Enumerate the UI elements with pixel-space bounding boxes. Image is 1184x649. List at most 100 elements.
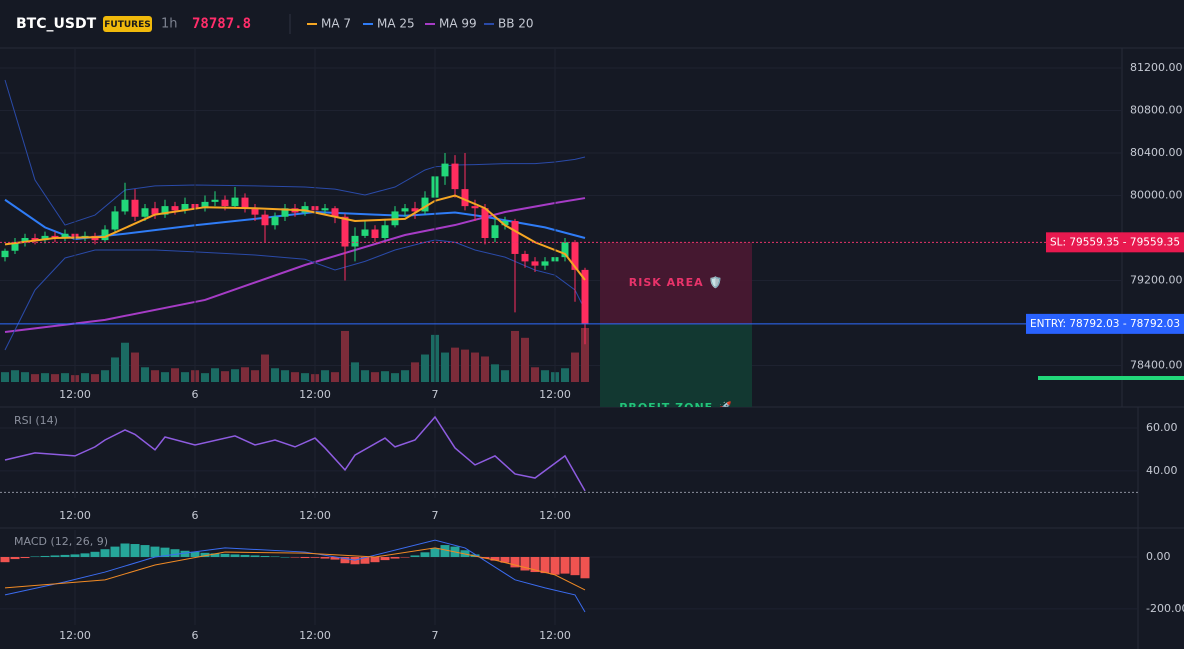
y-tick-label: -200.00 bbox=[1146, 602, 1184, 615]
macd-histogram bbox=[270, 556, 280, 557]
candle-body bbox=[121, 199, 129, 212]
x-tick-label: 7 bbox=[432, 388, 439, 401]
volume-bar bbox=[531, 367, 539, 382]
volume-bar bbox=[171, 368, 179, 382]
candle-body bbox=[201, 201, 209, 209]
macd-histogram bbox=[280, 556, 290, 558]
legend-label: MA 25 bbox=[377, 17, 415, 31]
macd-histogram bbox=[20, 556, 30, 559]
y-tick-label: 0.00 bbox=[1146, 550, 1171, 563]
macd-histogram bbox=[100, 549, 110, 557]
candle-body bbox=[581, 269, 589, 325]
candle-body bbox=[171, 206, 179, 211]
candle-body bbox=[151, 208, 159, 215]
legend-label: MA 99 bbox=[439, 17, 477, 31]
candle-body bbox=[461, 189, 469, 207]
volume-bar bbox=[91, 374, 99, 382]
macd-histogram bbox=[320, 556, 330, 559]
volume-bar bbox=[321, 370, 329, 382]
candle-body bbox=[531, 261, 539, 266]
candle-body bbox=[541, 261, 549, 266]
macd-histogram bbox=[190, 551, 200, 557]
candle-body bbox=[231, 197, 239, 207]
macd-histogram bbox=[440, 545, 450, 557]
macd-histogram bbox=[10, 556, 20, 560]
x-tick-label: 12:00 bbox=[59, 388, 91, 401]
y-tick-label: 80800.00 bbox=[1130, 103, 1183, 116]
candle-body bbox=[481, 208, 489, 239]
x-tick-label: 12:00 bbox=[299, 509, 331, 522]
risk-area bbox=[600, 242, 752, 324]
volume-bar bbox=[151, 370, 159, 382]
pane-title: RSI (14) bbox=[14, 414, 58, 427]
candle-body bbox=[491, 225, 499, 239]
macd-histogram bbox=[70, 554, 80, 557]
volume-bar bbox=[561, 368, 569, 382]
candle-body bbox=[51, 235, 59, 239]
volume-bar bbox=[11, 370, 19, 382]
volume-bar bbox=[1, 372, 9, 382]
volume-bar bbox=[391, 373, 399, 382]
macd-histogram bbox=[500, 556, 510, 563]
macd-histogram bbox=[540, 556, 550, 574]
profit-label: PROFIT ZONE 🚀 bbox=[619, 401, 732, 414]
volume-bar bbox=[491, 364, 499, 382]
macd-histogram bbox=[310, 556, 320, 558]
macd-histogram bbox=[530, 556, 540, 573]
candle-body bbox=[351, 235, 359, 247]
y-tick-label: 80000.00 bbox=[1130, 188, 1183, 201]
volume-bar bbox=[511, 330, 519, 382]
rsi-line bbox=[4, 415, 586, 492]
x-tick-label: 12:00 bbox=[299, 388, 331, 401]
macd-histogram bbox=[330, 556, 340, 560]
volume-bar bbox=[141, 367, 149, 382]
volume-bar bbox=[521, 337, 529, 382]
volume-bar bbox=[581, 328, 589, 382]
macd-histogram bbox=[410, 555, 420, 557]
macd-histogram bbox=[580, 556, 590, 579]
volume-bar bbox=[381, 371, 389, 382]
macd-histogram bbox=[150, 546, 160, 557]
volume-bar bbox=[251, 370, 259, 382]
symbol[interactable]: BTC_USDT bbox=[16, 16, 97, 32]
macd-histogram bbox=[520, 556, 530, 571]
x-tick-label: 12:00 bbox=[299, 629, 331, 642]
macd-histogram bbox=[40, 555, 50, 557]
candle-body bbox=[511, 221, 519, 254]
candle-body bbox=[561, 242, 569, 258]
interval[interactable]: 1h bbox=[161, 17, 178, 32]
x-tick-label: 12:00 bbox=[539, 388, 571, 401]
macd-line bbox=[4, 547, 586, 591]
macd-histogram bbox=[550, 556, 560, 575]
volume-bar bbox=[131, 352, 139, 382]
volume-bar bbox=[221, 371, 229, 382]
legend-label: BB 20 bbox=[498, 17, 534, 31]
y-tick-label: 78400.00 bbox=[1130, 359, 1183, 372]
candle-body bbox=[441, 163, 449, 177]
sl-label: SL: 79559.35 - 79559.35 bbox=[1050, 236, 1180, 248]
candle-body bbox=[21, 238, 29, 243]
y-tick-label: 79200.00 bbox=[1130, 274, 1183, 287]
x-tick-label: 6 bbox=[192, 388, 199, 401]
macd-histogram bbox=[160, 547, 170, 557]
volume-bar bbox=[31, 374, 39, 382]
macd-histogram bbox=[50, 555, 60, 557]
legend-label: MA 7 bbox=[321, 17, 351, 31]
volume-bar bbox=[21, 372, 29, 382]
volume-bar bbox=[281, 370, 289, 382]
pane-title: MACD (12, 26, 9) bbox=[14, 535, 108, 548]
candle-body bbox=[11, 242, 19, 251]
volume-bar bbox=[121, 342, 129, 382]
candle-body bbox=[571, 242, 579, 270]
candle-body bbox=[521, 253, 529, 262]
candle-body bbox=[131, 199, 139, 217]
candle-body bbox=[281, 208, 289, 217]
y-tick-label: 80400.00 bbox=[1130, 146, 1183, 159]
candle-body bbox=[141, 208, 149, 217]
profit-zone bbox=[600, 323, 752, 407]
x-tick-label: 12:00 bbox=[539, 629, 571, 642]
candle-body bbox=[261, 214, 269, 226]
volume-bar bbox=[241, 367, 249, 382]
candle-body bbox=[251, 208, 259, 215]
